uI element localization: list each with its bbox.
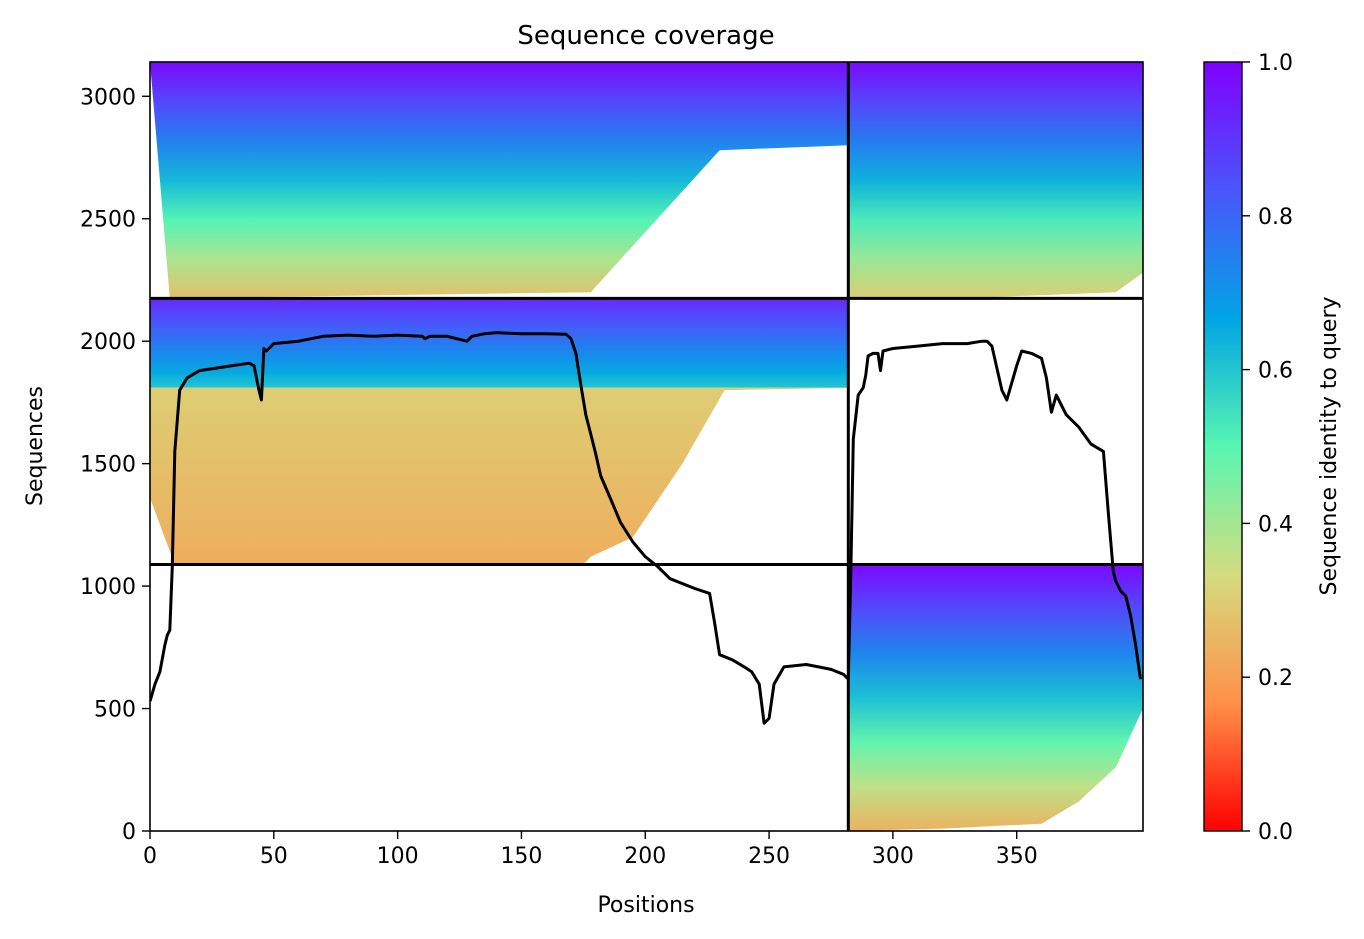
x-tick-label: 50 <box>260 844 288 869</box>
x-axis: 0 50 100 150 200 250 300 350 <box>143 831 1038 869</box>
x-tick-label: 250 <box>748 844 790 869</box>
coverage-block <box>150 387 849 565</box>
colorbar-tick-label: 0.6 <box>1258 359 1293 384</box>
coverage-block <box>150 298 849 388</box>
colorbar-tick-label: 0.2 <box>1258 666 1293 691</box>
chart-title: Sequence coverage <box>517 21 774 51</box>
colorbar-tick-label: 0.8 <box>1258 205 1293 230</box>
coverage-blocks <box>150 62 1143 831</box>
plot-area <box>150 62 1143 831</box>
coverage-line <box>150 331 1142 725</box>
y-tick-label: 1000 <box>80 575 136 600</box>
colorbar-tick-label: 0.0 <box>1258 820 1293 845</box>
y-tick-label: 2000 <box>80 330 136 355</box>
coverage-block <box>150 62 849 299</box>
x-tick-label: 150 <box>500 844 542 869</box>
colorbar-tick-label: 0.4 <box>1258 512 1293 537</box>
block-dividers <box>150 62 1143 831</box>
y-tick-label: 0 <box>122 820 136 845</box>
y-axis-label: Sequences <box>23 386 48 506</box>
y-tick-label: 2500 <box>80 208 136 233</box>
x-tick-label: 300 <box>872 844 914 869</box>
colorbar-label: Sequence identity to query <box>1317 296 1342 595</box>
coverage-block <box>848 62 1143 299</box>
y-axis: 0 500 1000 1500 2000 2500 3000 <box>80 85 150 845</box>
colorbar: 0.0 0.2 0.4 0.6 0.8 1.0 Sequence identity to … <box>1203 51 1342 845</box>
colorbar-ticks: 0.0 0.2 0.4 0.6 0.8 1.0 <box>1242 51 1293 845</box>
y-tick-label: 1500 <box>80 453 136 478</box>
colorbar-tick-label: 1.0 <box>1258 51 1293 76</box>
x-tick-label: 100 <box>377 844 419 869</box>
plot-frame <box>149 61 1144 832</box>
x-tick-label: 0 <box>143 844 157 869</box>
y-tick-label: 500 <box>94 698 136 723</box>
x-tick-label: 200 <box>624 844 666 869</box>
y-tick-label: 3000 <box>80 85 136 110</box>
coverage-block <box>848 564 1143 831</box>
x-axis-label: Positions <box>597 893 694 918</box>
x-tick-label: 350 <box>996 844 1038 869</box>
coverage-line-layer <box>150 331 1142 725</box>
colorbar-gradient <box>1203 61 1243 832</box>
